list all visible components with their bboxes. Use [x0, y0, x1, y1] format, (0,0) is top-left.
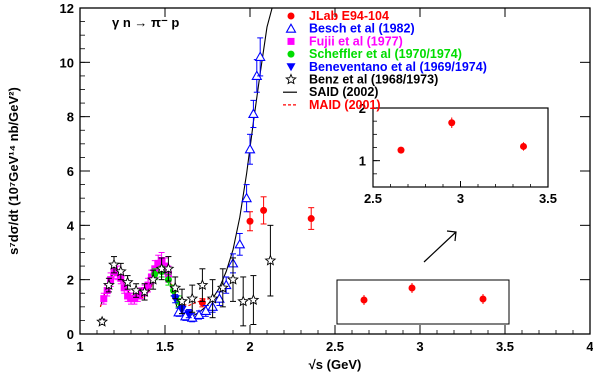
benz-point: [228, 275, 238, 284]
zoom-arrow: [424, 232, 456, 262]
benz-point: [238, 296, 248, 305]
benz-point: [97, 317, 107, 326]
benz-point: [198, 280, 208, 289]
x-tick-label: 3.5: [496, 339, 514, 354]
said-curve: [100, 8, 272, 318]
zoom-point: [361, 297, 368, 304]
y-tick-label: 10: [60, 55, 74, 70]
legend-swatch-beneventano: [287, 63, 296, 71]
model-curves: [100, 8, 272, 318]
x-tick-label: 1.5: [156, 339, 174, 354]
inset-point: [520, 143, 527, 150]
legend-swatch-scheffler: [288, 51, 295, 58]
inset-y-tick-label: 1: [359, 154, 366, 169]
inset-point: [448, 119, 455, 126]
inset-point: [398, 147, 405, 154]
legend-swatch-benz: [286, 75, 296, 84]
inset-plot: 2.5 3 3.512: [359, 101, 557, 206]
data-points: [97, 38, 314, 326]
y-tick-label: 0: [67, 327, 74, 342]
x-tick-label: 2.5: [326, 339, 344, 354]
y-tick-label: 6: [67, 164, 74, 179]
y-tick-label: 2: [67, 273, 74, 288]
besch-point: [249, 109, 258, 117]
zoom-point: [409, 285, 416, 292]
y-axis-title: s⁷dσ/dt (10⁷GeV¹⁴ nb/GeV²): [6, 87, 21, 255]
zoom-box: [337, 231, 509, 324]
x-tick-label: 3: [416, 339, 423, 354]
besch-point: [246, 145, 255, 153]
x-tick-label: 4: [586, 339, 593, 354]
benz-point: [249, 295, 259, 304]
x-tick-label: 2: [246, 339, 253, 354]
y-tick-label: 4: [67, 218, 75, 233]
jlab-point: [247, 218, 254, 225]
legend-swatch-besch: [287, 24, 296, 32]
x-tick-label: 1: [76, 339, 83, 354]
benz-point: [187, 294, 197, 303]
y-tick-label: 12: [60, 1, 74, 16]
jlab-point: [260, 207, 267, 214]
legend-swatch-jlab: [288, 13, 295, 20]
reaction-annotation: γ n → π⁻ p: [112, 15, 179, 30]
zoom-point: [480, 296, 487, 303]
besch-point: [235, 240, 244, 248]
jlab-point: [308, 215, 315, 222]
inset-x-tick-label: 2.5: [364, 191, 382, 206]
x-axis-title: √s (GeV): [309, 357, 362, 372]
y-tick-label: 8: [67, 110, 74, 125]
benz-point: [266, 256, 276, 265]
inset-x-tick-label: 3: [457, 191, 464, 206]
legend-label-maid: MAID (2001): [309, 98, 381, 112]
inset-x-tick-label: 3.5: [539, 191, 557, 206]
legend-swatch-fujii: [288, 38, 295, 45]
